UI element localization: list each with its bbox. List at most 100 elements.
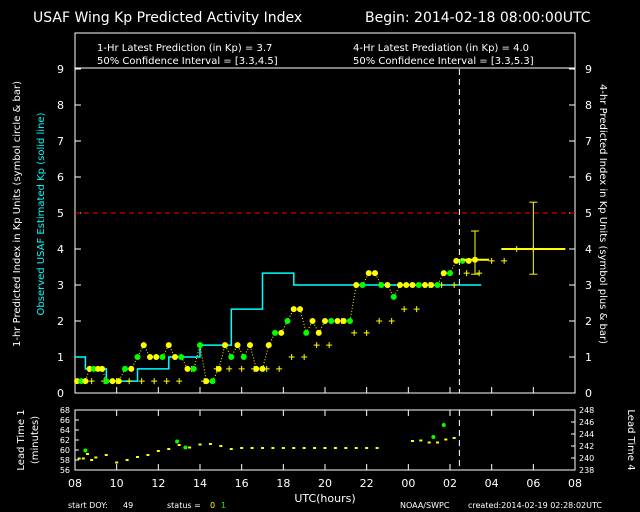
four-hr-point [88, 378, 95, 385]
lead-tick-label-left: 60 [60, 446, 70, 455]
one-hr-point [465, 257, 472, 264]
one-hr-point [153, 354, 160, 360]
one-hr-point [259, 365, 266, 372]
lead1-point [271, 447, 275, 449]
one-hr-point [378, 282, 385, 288]
one-hr-point [247, 342, 253, 349]
four-hr-latest-point [530, 246, 537, 252]
y-tick-label-right: 8 [585, 99, 592, 112]
one-hr-point [359, 282, 366, 288]
lead1-point [104, 454, 108, 456]
four-hr-point [463, 270, 470, 277]
one-hr-point [86, 365, 93, 372]
one-hr-point [297, 306, 303, 313]
footer-start-doy-value: 49 [123, 501, 133, 510]
lead1-point [219, 445, 223, 447]
x-axis-label: UTC(hours) [294, 492, 355, 505]
one-hr-point [334, 318, 341, 324]
one-hr-point [197, 342, 203, 349]
four-hr-point [313, 342, 320, 349]
y-tick-label-left: 3 [57, 279, 64, 292]
x-tick-label: 06 [526, 477, 540, 490]
lead-tick-label-left: 66 [60, 416, 70, 425]
one-hr-point [159, 354, 166, 360]
y-tick-label-left: 2 [57, 315, 64, 328]
y-tick-label-right: 7 [585, 135, 592, 148]
lead1-point [86, 453, 89, 455]
one-hr-point [415, 282, 422, 288]
x-tick-label: 02 [443, 477, 457, 490]
y-tick-label-right: 4 [585, 243, 592, 256]
four-hr-point [376, 318, 383, 324]
one-hr-point [82, 378, 89, 385]
one-hr-point [140, 342, 147, 349]
one-hr-latest-text: 1-Hr Latest Prediction (in Kp) = 3.7 [97, 43, 272, 54]
x-tick-label: 12 [151, 477, 165, 490]
lead1-green-point [183, 445, 188, 450]
four-hr-point [476, 270, 483, 277]
lead-plot-frame [74, 409, 576, 471]
one-hr-point [74, 378, 81, 385]
lead1-point [115, 461, 119, 464]
lead1-green-point [431, 435, 436, 439]
lead1-point [452, 437, 456, 439]
y-tick-label-left: 1 [57, 351, 64, 364]
y-tick-label-right: 9 [585, 63, 592, 76]
observed-kp-line [75, 272, 482, 382]
x-tick-label: 22 [360, 477, 374, 490]
one-hr-point [78, 378, 85, 385]
four-hr-point [501, 257, 508, 264]
four-hr-point [363, 329, 370, 336]
one-hr-point [265, 342, 272, 349]
lead1-point [419, 439, 423, 442]
four-hr-latest-text: 4-Hr Latest Prediation (in Kp) = 4.0 [353, 43, 529, 54]
one-hr-point [203, 378, 210, 385]
one-hr-point [272, 329, 278, 336]
left-axis-label-observed: Observed USAF Estimated Kp (solid line) [36, 112, 47, 315]
one-hr-point [209, 378, 216, 385]
one-hr-point [315, 329, 322, 336]
one-hr-point [328, 318, 335, 324]
one-hr-point [397, 282, 403, 288]
one-hr-point [290, 306, 297, 313]
one-hr-point [347, 318, 353, 324]
four-hr-ci-text: 50% Confidence Interval = [3.3,5.3] [353, 56, 534, 67]
one-hr-point [165, 342, 172, 349]
y-tick-label-left: 4 [57, 243, 64, 256]
four-hr-point [238, 365, 245, 372]
one-hr-point [103, 378, 110, 385]
x-tick-label: 14 [193, 477, 207, 490]
one-hr-point [434, 282, 441, 288]
one-hr-point [353, 282, 360, 288]
lead-left-label-1: Lead Time 1 [16, 409, 27, 470]
one-hr-point [403, 282, 410, 288]
lead1-point [208, 443, 212, 445]
lead1-point [146, 454, 150, 456]
lead1-point [375, 447, 379, 449]
footer-status-1: 1 [221, 501, 226, 510]
lead-tick-label-left: 58 [60, 456, 70, 465]
one-hr-point [215, 365, 222, 372]
one-hr-point [428, 282, 435, 288]
lead-tick-label-right: 240 [579, 454, 594, 463]
x-tick-label: 10 [110, 477, 124, 490]
four-hr-point [413, 306, 420, 313]
lead1-point [427, 441, 431, 444]
four-hr-point [138, 378, 145, 385]
left-axis-label: 1-hr Predicted Index in Kp Units (symbol… [12, 81, 23, 347]
one-hr-point [372, 270, 378, 277]
lead1-point [354, 447, 358, 449]
four-hr-point [151, 378, 158, 385]
one-hr-point [340, 318, 347, 324]
one-hr-point [384, 282, 391, 288]
footer-status-label: status = [167, 501, 201, 510]
lead1-point [94, 456, 98, 459]
lead1-point [333, 447, 337, 449]
lead1-point [125, 459, 129, 461]
lead1-point [229, 448, 233, 450]
y-tick-label-right: 0 [585, 387, 592, 400]
four-hr-point [401, 306, 408, 313]
lead1-point [136, 456, 139, 458]
four-hr-point [326, 342, 333, 349]
four-hr-point [351, 329, 358, 336]
